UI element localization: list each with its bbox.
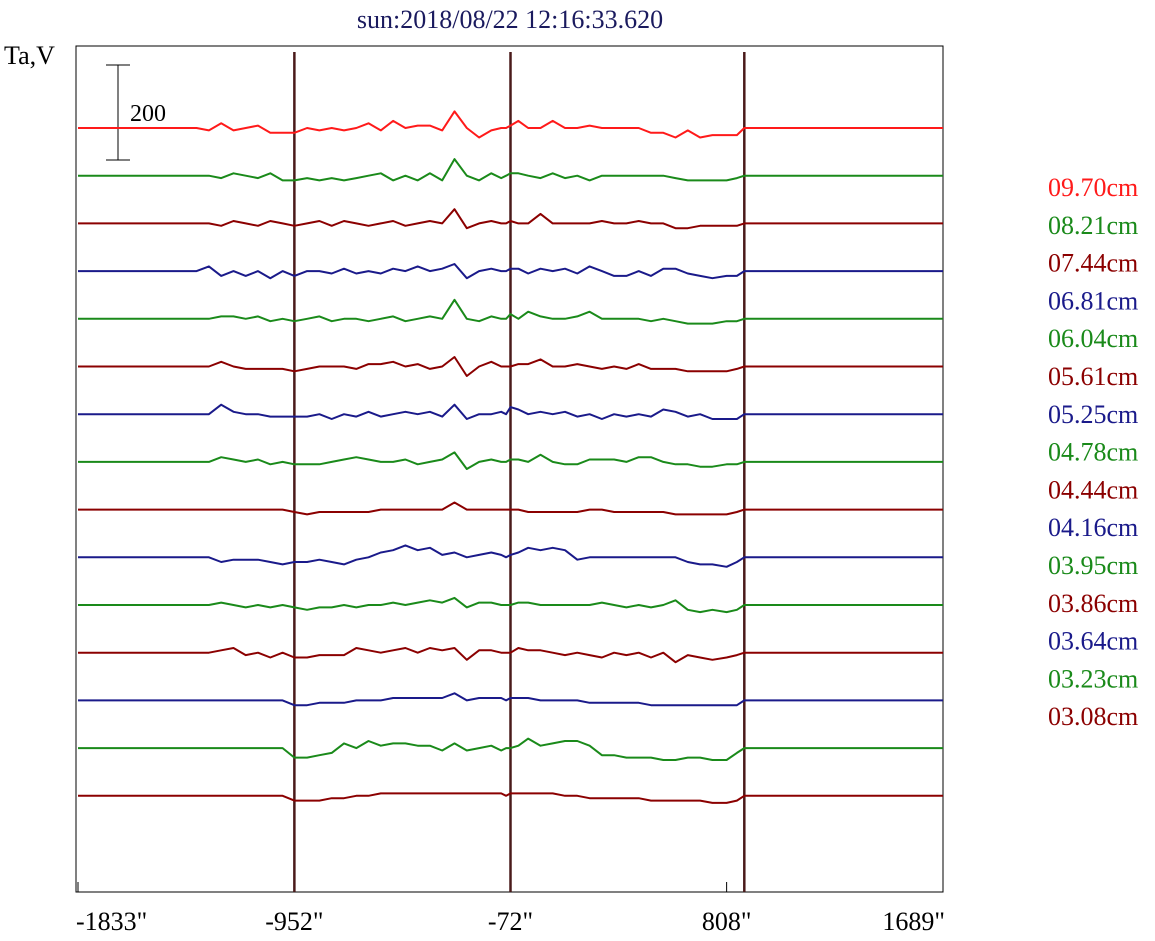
x-axis-ticks: -1833" -952" -72" 808" 1689" — [76, 882, 945, 936]
legend-entry: 08.21cm — [1048, 211, 1138, 240]
legend-entry: 06.04cm — [1048, 324, 1138, 353]
legend-entry: 07.44cm — [1048, 249, 1138, 278]
series-line — [78, 451, 943, 470]
legend-entry: 06.81cm — [1048, 286, 1138, 315]
legend-entry: 03.86cm — [1048, 589, 1138, 618]
legend-entry: 04.78cm — [1048, 438, 1138, 467]
x-tick-label: -72" — [488, 907, 533, 936]
series-line — [78, 792, 943, 804]
series-line — [78, 356, 943, 377]
series-line — [78, 403, 943, 420]
legend-entry: 03.08cm — [1048, 702, 1138, 731]
x-tick-label: -952" — [265, 907, 323, 936]
series-line — [78, 158, 943, 182]
x-tick-label: 808" — [702, 907, 752, 936]
legend-entry: 03.23cm — [1048, 664, 1138, 693]
scale-bar — [106, 64, 130, 161]
series-line — [78, 596, 943, 614]
series-line — [78, 647, 943, 664]
series-line — [78, 501, 943, 516]
series-lines — [78, 110, 943, 804]
legend-entry: 04.44cm — [1048, 475, 1138, 504]
series-line — [78, 544, 943, 568]
series-line — [78, 737, 943, 761]
legend-entry: 05.25cm — [1048, 400, 1138, 429]
series-line — [78, 110, 943, 139]
y-axis-label: Ta,V — [4, 41, 55, 70]
series-line — [78, 692, 943, 707]
series-line — [78, 208, 943, 230]
series-line — [78, 263, 943, 280]
scale-bar-label: 200 — [130, 101, 166, 127]
legend-entry: 05.61cm — [1048, 362, 1138, 391]
legend-entry: 03.64cm — [1048, 627, 1138, 656]
legend-entry: 04.16cm — [1048, 513, 1138, 542]
series-line — [78, 298, 943, 325]
x-tick-label: 1689" — [882, 907, 945, 936]
x-tick-label: -1833" — [76, 907, 147, 936]
legend: 09.70cm 08.21cm 07.44cm 06.81cm 06.04cm 05.61… — [1048, 173, 1138, 731]
legend-entry: 09.70cm — [1048, 173, 1138, 202]
legend-entry: 03.95cm — [1048, 551, 1138, 580]
limb-markers — [293, 52, 746, 892]
chart-title: sun:2018/08/22 12:16:33.620 — [357, 5, 663, 34]
